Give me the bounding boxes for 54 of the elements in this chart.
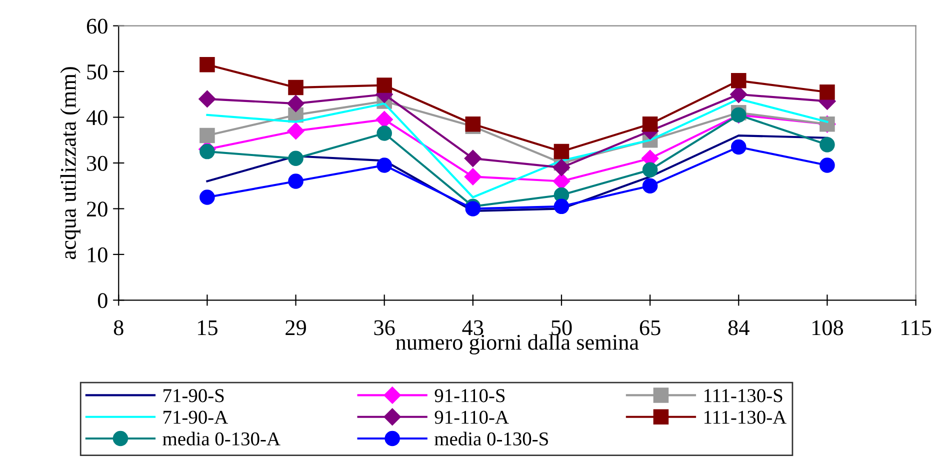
y-tick-label: 50 <box>87 64 108 80</box>
legend-label: 111-130-S <box>704 389 782 402</box>
point <box>200 190 215 205</box>
point <box>288 80 304 96</box>
point <box>820 137 835 152</box>
y-tick-label: 40 <box>86 110 108 126</box>
point <box>554 144 570 160</box>
y-tick-label: 60 <box>86 18 108 34</box>
x-tick-label: 43 <box>462 320 484 336</box>
legend-label: media 0-130-A <box>162 432 280 446</box>
x-tick-label: 115 <box>901 320 932 336</box>
x-tick-label: 108 <box>812 320 844 336</box>
legend-label: 71-90-A <box>164 410 228 424</box>
point <box>464 168 482 186</box>
point <box>288 174 304 189</box>
point <box>376 158 392 173</box>
point <box>552 159 570 176</box>
point <box>642 162 658 178</box>
point <box>554 198 570 214</box>
point <box>552 172 570 190</box>
x-tick-label: 8 <box>114 320 124 336</box>
point <box>198 90 216 108</box>
point <box>376 78 392 93</box>
point <box>376 126 392 141</box>
point <box>642 178 658 194</box>
y-tick-label: 0 <box>98 293 108 308</box>
y-tick-label: 10 <box>88 247 108 262</box>
y-tick-label: 30 <box>87 156 108 171</box>
x-tick-label: 50 <box>552 320 572 336</box>
legend-label: media 0-130-S <box>434 432 548 446</box>
x-axis-title: numero giorni dalla semina <box>396 334 639 354</box>
point <box>287 122 304 140</box>
y-tick-label: 20 <box>86 202 108 217</box>
x-tick-label: 84 <box>728 320 750 336</box>
legend-label: 111-130-A <box>704 410 786 424</box>
point <box>642 116 658 132</box>
x-tick-label: 29 <box>286 320 306 336</box>
point <box>287 94 304 112</box>
x-tick-label: 65 <box>640 320 660 336</box>
legend-label: 91-110-A <box>434 410 509 424</box>
point <box>200 144 215 160</box>
legend-label: 71-90-S <box>164 389 224 402</box>
point <box>200 57 215 72</box>
point <box>820 84 835 100</box>
point <box>200 128 215 144</box>
legend-label: 91-110-S <box>434 389 505 402</box>
point <box>820 158 835 173</box>
point <box>731 139 746 155</box>
x-tick-label: 36 <box>374 320 395 336</box>
point <box>731 73 746 88</box>
x-tick-label: 15 <box>198 320 218 336</box>
y-axis-title: acqua utilizzata (mm) <box>60 67 80 260</box>
point <box>464 150 482 167</box>
point <box>288 150 304 166</box>
